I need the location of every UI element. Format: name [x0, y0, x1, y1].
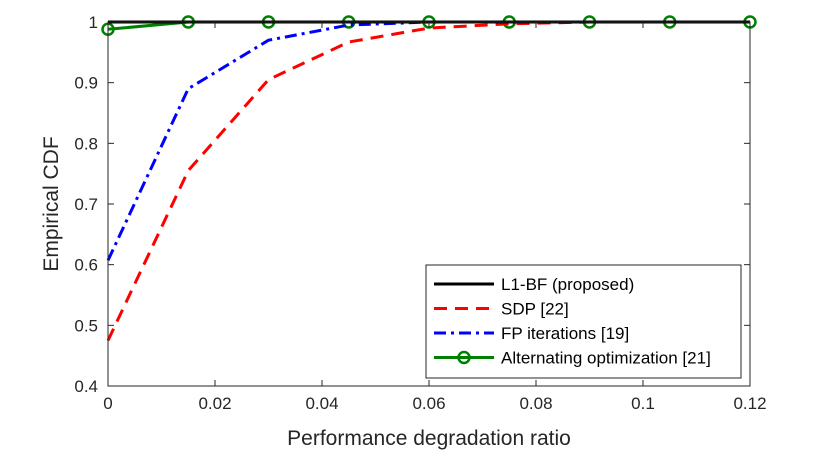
y-tick-label: 0.6: [74, 256, 98, 275]
x-tick-label: 0.02: [198, 394, 231, 413]
legend-label-l1-bf-proposed: L1-BF (proposed): [501, 275, 634, 294]
y-tick-label: 0.9: [74, 74, 98, 93]
legend: L1-BF (proposed) SDP [22] FP iterations [1…: [425, 264, 742, 379]
y-tick-label: 1: [89, 13, 98, 32]
x-tick-label: 0.04: [305, 394, 338, 413]
y-tick-label: 0.4: [74, 377, 98, 396]
x-tick-label: 0.06: [412, 394, 445, 413]
x-tick-label: 0.08: [519, 394, 552, 413]
x-axis-title: Performance degradation ratio: [287, 427, 571, 450]
y-axis-title: Empirical CDF: [40, 136, 63, 271]
x-tick-label: 0.12: [733, 394, 766, 413]
y-tick-label: 0.7: [74, 195, 98, 214]
legend-label-sdp-22: SDP [22]: [501, 300, 569, 319]
legend-label-alternating-optimization-21: Alternating optimization [21]: [501, 349, 711, 368]
x-tick-label: 0.1: [631, 394, 655, 413]
y-tick-label: 0.8: [74, 134, 98, 153]
legend-label-fp-iterations-19: FP iterations [19]: [501, 324, 629, 343]
legend-marker-alternating-optimization-21: [457, 350, 471, 365]
y-tick-label: 0.5: [74, 316, 98, 335]
tick-layer: 0 0.02 0.04 0.06 0.08 0.1 0.12 0.4 0.5 0.6 0.7 0.8 0…: [74, 13, 766, 413]
x-tick-label: 0: [103, 394, 112, 413]
